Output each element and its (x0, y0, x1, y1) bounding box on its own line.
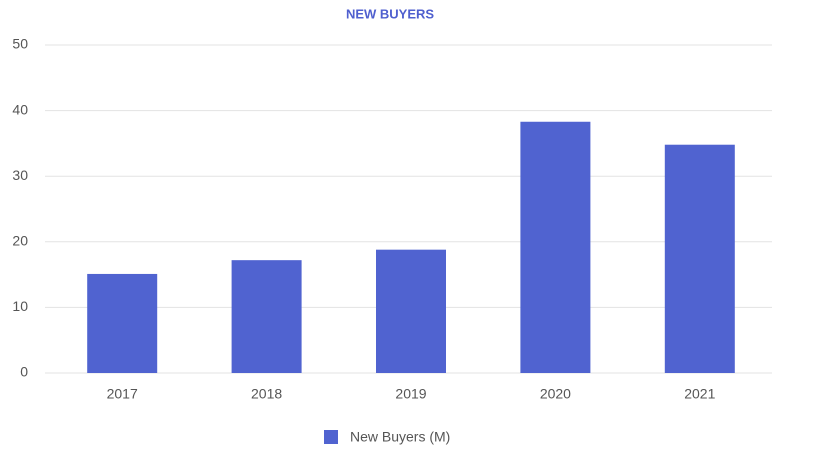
bar (664, 144, 735, 373)
y-tick-label: 50 (12, 36, 28, 52)
x-tick-label: 2017 (107, 386, 138, 402)
y-tick-label: 10 (12, 298, 28, 314)
legend-swatch (324, 430, 338, 444)
y-tick-label: 20 (12, 233, 28, 249)
bar (231, 260, 302, 373)
y-tick-label: 40 (12, 101, 28, 117)
x-tick-label: 2020 (540, 386, 571, 402)
chart-title: NEW BUYERS (346, 6, 434, 21)
y-tick-label: 30 (12, 167, 28, 183)
bar (376, 249, 446, 373)
y-tick-label: 0 (20, 364, 28, 380)
bar (87, 273, 158, 373)
legend-label: New Buyers (M) (350, 429, 450, 445)
bar (520, 121, 591, 373)
x-tick-label: 2018 (251, 386, 282, 402)
x-tick-label: 2019 (395, 386, 426, 402)
x-tick-label: 2021 (684, 386, 715, 402)
